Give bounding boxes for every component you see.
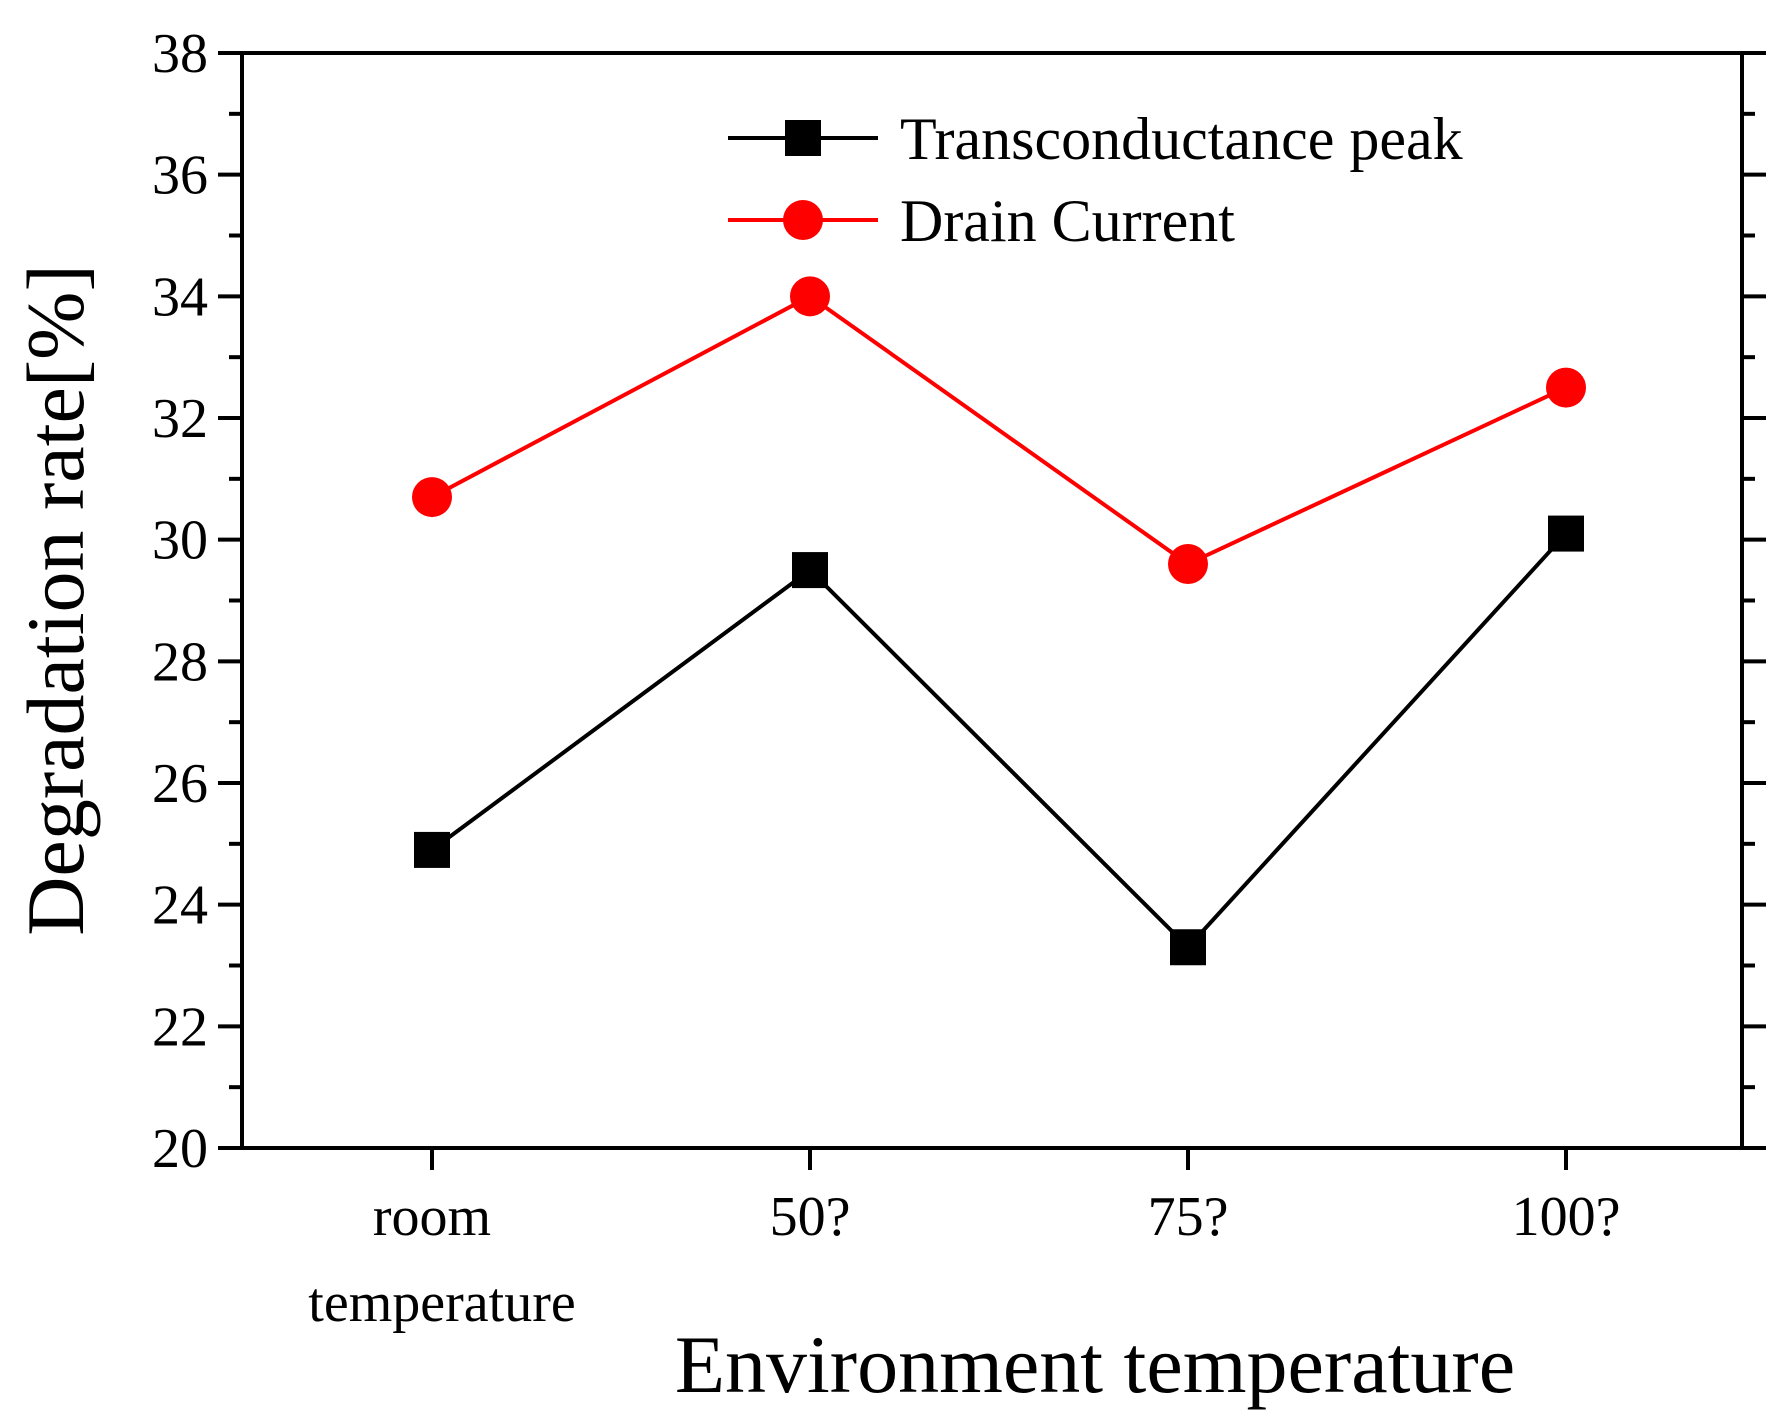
y-tick-label: 24 <box>152 875 208 937</box>
y-tick-label: 28 <box>152 631 208 693</box>
data-point-transconductance <box>1548 515 1584 552</box>
y-tick-label: 26 <box>152 753 208 815</box>
plot-frame <box>240 51 1744 1150</box>
legend-entry-transconductance: Transconductance peak <box>728 106 1463 172</box>
legend-label-drain-current: Drain Current <box>900 188 1235 254</box>
y-axis-title: Degradation rate[%] <box>10 264 101 936</box>
data-point-transconductance <box>414 831 450 868</box>
legend-marker-square <box>785 120 821 156</box>
y-tick-labels: 20 22 24 26 28 30 32 34 36 38 <box>152 23 208 1180</box>
data-point-drain-current <box>1168 544 1208 584</box>
y-tick-label: 30 <box>152 510 208 572</box>
x-tick-label: 50? <box>770 1186 851 1248</box>
x-tick-label-line: 100? <box>1512 1186 1621 1248</box>
data-point-transconductance <box>1170 929 1206 966</box>
data-point-transconductance <box>792 552 828 589</box>
x-tick-label-line: temperature <box>308 1272 575 1334</box>
data-point-drain-current <box>412 477 452 518</box>
x-tick-label-line: 50? <box>770 1186 851 1248</box>
legend-marker-circle <box>783 200 823 240</box>
x-tick-label-line: room <box>373 1186 491 1248</box>
y-tick-label: 38 <box>152 23 208 85</box>
x-axis-title: Environment temperature <box>675 1319 1515 1410</box>
ticks-layer <box>218 51 1766 1170</box>
data-point-drain-current <box>1546 367 1586 408</box>
x-tick-label: 75? <box>1148 1186 1229 1248</box>
series-line-drain-current <box>431 293 1567 567</box>
legend-entry-drain-current: Drain Current <box>728 188 1235 254</box>
data-point-drain-current <box>790 276 830 317</box>
y-tick-label: 22 <box>152 996 208 1058</box>
y-tick-label: 34 <box>152 266 208 328</box>
y-tick-label: 20 <box>152 1118 208 1180</box>
legend: Transconductance peak Drain Current <box>728 106 1463 254</box>
legend-label-transconductance: Transconductance peak <box>900 106 1463 172</box>
y-tick-label: 36 <box>152 145 208 207</box>
x-tick-label: 100? <box>1512 1186 1621 1248</box>
x-tick-labels: room temperature 50? 75? 100? <box>308 1186 1620 1334</box>
x-tick-label: room temperature <box>308 1186 575 1334</box>
series-line-transconductance <box>430 532 1568 951</box>
y-tick-label: 32 <box>152 388 208 450</box>
series-layer <box>412 276 1586 966</box>
x-tick-label-line: 75? <box>1148 1186 1229 1248</box>
